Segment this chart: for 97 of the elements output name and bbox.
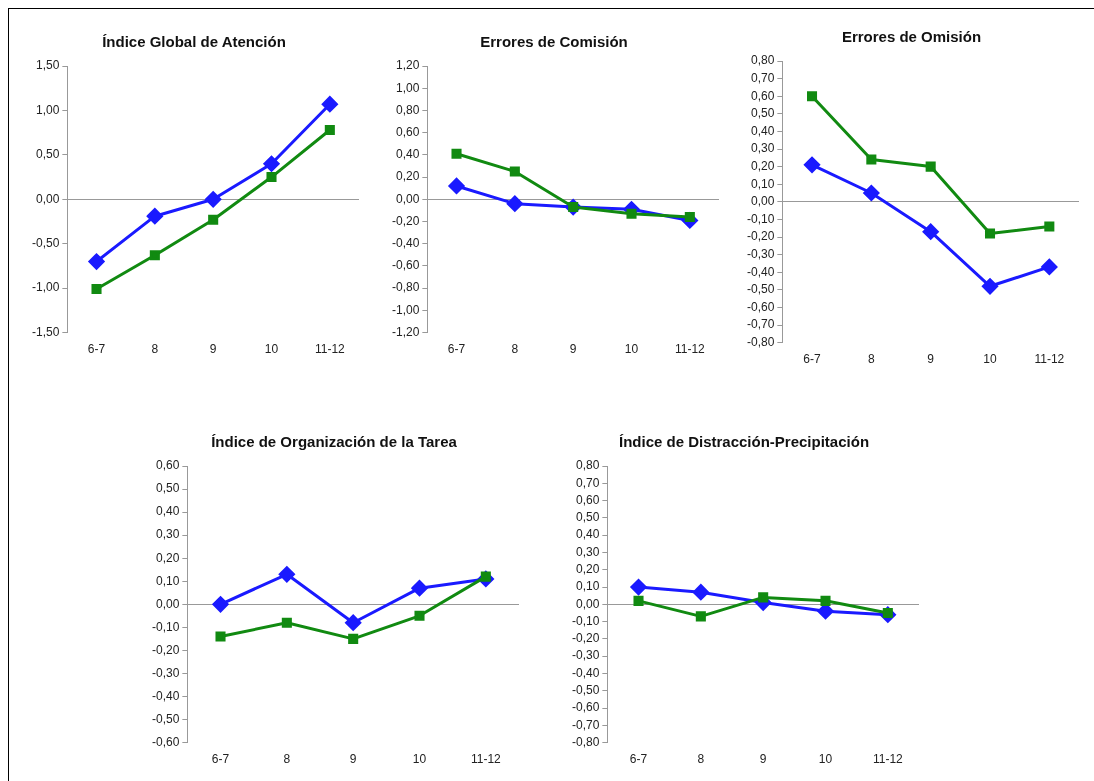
y-tick-label: 0,70 [575,475,600,490]
y-tick-label: -0,20 [391,213,420,228]
y-tick-label: -0,10 [151,619,180,634]
x-tick-label: 8 [697,752,705,767]
x-tick-label: 9 [209,342,217,357]
y-tick-label: -0,50 [151,711,180,726]
x-tick-label: 10 [983,352,997,367]
y-tick-label: 0,80 [395,102,420,117]
x-tick-label: 11-12 [470,752,502,767]
y-tick-label: -0,60 [151,734,180,749]
y-tick-label: -0,20 [571,631,600,646]
x-tick-label: 11-12 [674,342,706,357]
y-tick-label: -0,50 [571,683,600,698]
y-tick-label: 0,40 [155,504,180,519]
y-tick-label: 0,30 [155,527,180,542]
y-tick-label: -0,10 [571,613,600,628]
y-tick-label: -0,60 [391,258,420,273]
y-tick-label: 0,20 [750,158,775,173]
y-tick-label: -1,20 [391,324,420,339]
y-tick-label: -0,40 [391,236,420,251]
y-tick-label: 0,00 [35,191,60,206]
y-tick-label: -0,40 [746,264,775,279]
y-tick-label: -0,70 [746,317,775,332]
chart-title: Índice Global de Atención [102,33,286,51]
x-tick-label: 10 [264,342,279,357]
y-tick-label: 0,10 [155,573,180,588]
y-tick-label: 0,00 [155,596,180,611]
x-tick-label: 10 [624,342,639,357]
y-tick-label: 0,20 [395,169,420,184]
y-tick-label: 0,80 [575,458,600,473]
x-tick-label: 11-12 [314,342,346,357]
y-tick-label: 0,50 [155,481,180,496]
x-tick-label: 11-12 [1034,352,1065,367]
y-tick-label: -0,50 [31,236,60,251]
y-tick-label: -0,60 [571,700,600,715]
y-tick-label: 0,60 [750,88,775,103]
x-tick-label: 8 [283,752,291,767]
y-tick-label: 1,00 [395,80,420,95]
y-tick-label: 0,80 [750,53,775,68]
y-tick-label: 0,30 [575,544,600,559]
y-tick-label: 0,40 [395,147,420,162]
x-tick-label: 8 [151,342,159,357]
y-tick-label: 0,60 [395,124,420,139]
y-tick-label: 0,30 [750,141,775,156]
y-tick-label: -1,00 [391,302,420,317]
x-tick-label: 8 [868,352,875,367]
y-tick-label: -0,30 [151,665,180,680]
x-tick-label: 10 [412,752,427,767]
y-tick-label: 0,20 [155,550,180,565]
y-tick-label: -0,60 [746,299,775,314]
x-tick-label: 11-12 [872,752,904,767]
x-tick-label: 6-7 [629,752,648,767]
y-tick-label: 0,50 [35,147,60,162]
y-tick-label: 1,20 [395,58,420,73]
y-tick-label: 0,50 [575,510,600,525]
y-tick-label: 1,00 [35,102,60,117]
y-tick-label: 0,10 [750,176,775,191]
y-tick-label: 0,70 [750,70,775,85]
chart-title: Índice de Organización de la Tarea [211,433,458,451]
y-tick-label: 0,60 [155,458,180,473]
y-tick-label: -0,40 [571,665,600,680]
x-tick-label: 9 [569,342,577,357]
y-tick-label: -0,20 [746,229,775,244]
x-tick-label: 8 [511,342,519,357]
x-tick-label: 9 [927,352,935,367]
y-tick-label: 0,40 [750,123,775,138]
y-tick-label: 0,60 [575,492,600,507]
chart-title: Errores de Omisión [841,28,982,46]
y-tick-label: -0,30 [571,648,600,663]
x-tick-label: 10 [818,752,833,767]
x-tick-label: 6-7 [803,352,822,367]
y-tick-label: -1,00 [31,280,60,295]
y-tick-label: 0,10 [575,579,600,594]
x-tick-label: 6-7 [447,342,466,357]
y-tick-label: -0,20 [151,642,180,657]
y-tick-label: 0,00 [395,191,420,206]
x-tick-label: 9 [349,752,357,767]
y-tick-label: -0,80 [746,334,775,349]
y-tick-label: -0,30 [746,246,775,261]
y-tick-label: -0,70 [571,717,600,732]
y-tick-label: -0,80 [391,280,420,295]
y-tick-label: 0,40 [575,527,600,542]
x-tick-label: 6-7 [211,752,230,767]
y-tick-label: -0,10 [746,211,775,226]
y-tick-label: 0,50 [750,106,775,121]
chart-title: Índice de Distracción-Precipitación [618,433,870,451]
y-tick-label: 0,00 [750,194,775,209]
x-tick-label: 9 [759,752,767,767]
y-tick-label: -0,80 [571,734,600,749]
chart-title: Errores de Comisión [480,33,628,51]
y-tick-label: 0,00 [575,596,600,611]
y-tick-label: 0,20 [575,562,600,577]
x-tick-label: 6-7 [87,342,106,357]
y-tick-label: -0,50 [746,282,775,297]
y-tick-label: -1,50 [31,324,60,339]
y-tick-label: 1,50 [35,58,60,73]
y-tick-label: -0,40 [151,688,180,703]
